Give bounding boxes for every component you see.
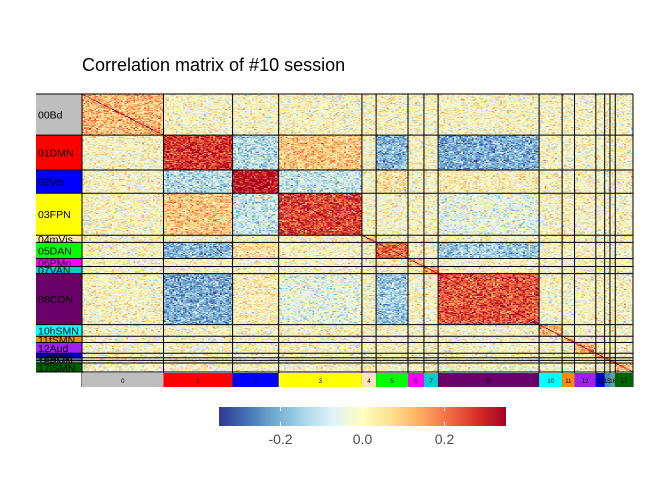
row-network-bar — [36, 336, 82, 343]
column-network-bar — [407, 373, 424, 387]
column-network-label: 8 — [487, 379, 491, 385]
colorbar-strip — [219, 407, 506, 426]
column-network-bar — [438, 373, 540, 387]
network-boundary-lines — [36, 93, 634, 387]
column-network-label: 6 — [414, 379, 418, 385]
column-network-bar — [82, 373, 164, 387]
column-network-label: 13 — [597, 379, 604, 385]
column-network-label: 15 — [604, 379, 611, 385]
column-network-label: 4 — [367, 379, 371, 385]
column-network-bar — [376, 373, 408, 387]
column-network-label: 3 — [319, 379, 323, 385]
row-network-label: 10hSMN — [38, 325, 79, 337]
column-network-bar — [361, 373, 377, 387]
column-network-label: 16 — [609, 379, 616, 385]
row-network-bar — [36, 360, 82, 364]
row-network-bar — [36, 235, 82, 243]
row-network-label: 17lSMN — [38, 363, 75, 375]
colorbar-tick-label: 0.2 — [435, 431, 455, 447]
heatmap-cell-image — [82, 94, 633, 372]
row-network-label: 03FPN — [38, 209, 71, 221]
column-network-label: 2 — [254, 379, 258, 385]
row-network-label: 02Vis — [38, 177, 64, 189]
column-network-bar — [562, 373, 575, 387]
column-network-bar — [609, 373, 616, 387]
column-network-label: 11 — [565, 379, 572, 385]
colorbar-tick-label: -0.2 — [268, 431, 292, 447]
row-network-bar — [36, 135, 82, 170]
row-network-labels: 00Bd01DMN02Vis03FPN04mVis05DAN06PMo07VAN… — [36, 94, 82, 375]
row-network-bar — [36, 324, 82, 337]
row-network-bar — [36, 193, 82, 236]
row-network-bar — [36, 94, 82, 136]
column-network-bar — [574, 373, 596, 387]
column-network-label: 10 — [547, 379, 554, 385]
column-network-bar — [604, 373, 610, 387]
column-network-label: 0 — [121, 379, 125, 385]
row-network-label: 00Bd — [38, 110, 63, 122]
colorbar-tick-label: 0.0 — [353, 431, 373, 447]
row-network-bar — [36, 357, 82, 361]
row-network-bar — [36, 242, 82, 259]
row-network-bar — [36, 273, 82, 325]
column-network-bar — [232, 373, 279, 387]
column-network-bar — [615, 373, 633, 387]
chart-title: Correlation matrix of #10 session — [82, 55, 346, 75]
row-network-bar — [36, 363, 82, 372]
column-network-label: 5 — [390, 379, 394, 385]
heatmap-cells — [82, 94, 633, 372]
column-network-label: 12 — [582, 379, 589, 385]
column-network-label: 7 — [429, 379, 433, 385]
row-network-bar — [36, 342, 82, 354]
row-network-label: 12Aud — [38, 343, 69, 355]
row-network-label: 08CON — [38, 294, 73, 306]
row-network-bar — [36, 266, 82, 274]
row-network-bar — [36, 353, 82, 358]
row-network-label: 01DMN — [38, 148, 74, 160]
colorbar: -0.2 0.0 0.2 — [219, 407, 506, 447]
column-network-bar — [423, 373, 439, 387]
row-network-label: 05DAN — [38, 245, 72, 257]
row-network-bar — [36, 258, 82, 267]
row-network-bar — [36, 169, 82, 194]
column-network-bar — [278, 373, 362, 387]
column-network-label: 17 — [621, 379, 628, 385]
column-network-bar — [163, 373, 233, 387]
column-network-bar — [539, 373, 563, 387]
column-network-label: 1 — [196, 379, 200, 385]
column-network-bar — [595, 373, 605, 387]
